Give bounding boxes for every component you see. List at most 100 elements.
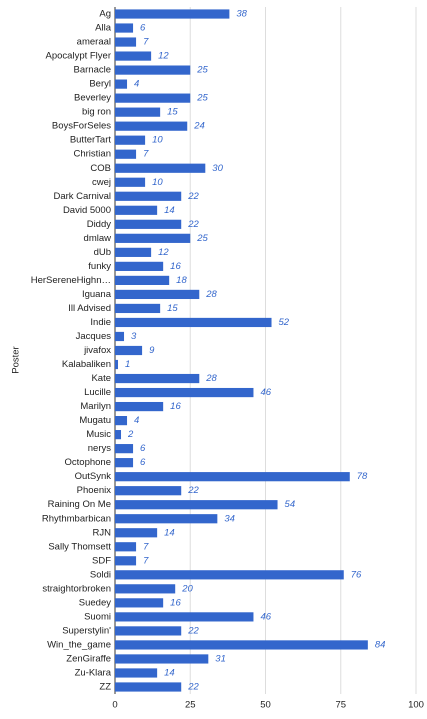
y-tick-label: David 5000 <box>63 205 111 216</box>
bar <box>115 135 146 145</box>
bar <box>115 205 158 215</box>
y-tick-label: Raining On Me <box>48 499 111 510</box>
value-label: 52 <box>279 317 290 328</box>
bar <box>115 233 191 243</box>
bar <box>115 219 182 229</box>
y-tick-label: dmlaw <box>84 233 112 244</box>
y-tick-label: ZZ <box>99 682 111 693</box>
value-label: 10 <box>152 135 163 146</box>
y-tick-label: Lucille <box>84 387 111 398</box>
y-tick-label: OutSynk <box>75 471 112 482</box>
y-tick-label: ameraal <box>77 37 111 48</box>
value-label: 4 <box>134 79 139 90</box>
bar <box>115 275 170 285</box>
bar <box>115 107 161 117</box>
bar <box>115 331 125 342</box>
y-tick-label: Suomi <box>84 611 111 622</box>
y-tick-label: Indie <box>90 317 111 328</box>
y-tick-label: Ag <box>99 9 111 20</box>
x-tick-label: 75 <box>335 700 346 711</box>
y-tick-label: Iguana <box>82 289 112 300</box>
value-label: 46 <box>260 611 271 622</box>
bar <box>115 191 182 201</box>
value-label: 7 <box>143 541 149 552</box>
value-label: 46 <box>260 387 271 398</box>
y-tick-label: COB <box>90 163 111 174</box>
bar <box>115 654 209 664</box>
x-tick-label: 100 <box>408 700 424 711</box>
bar <box>115 486 182 496</box>
bar <box>115 373 200 384</box>
value-label: 16 <box>170 261 181 272</box>
value-label: 14 <box>164 205 175 216</box>
bar <box>115 65 191 75</box>
value-label: 7 <box>143 149 149 160</box>
value-label: 38 <box>236 9 247 20</box>
bar <box>115 500 278 510</box>
y-tick-label: Sally Thomsett <box>48 541 111 552</box>
bar <box>115 444 134 454</box>
bar <box>115 359 119 370</box>
value-label: 12 <box>158 247 169 258</box>
bar <box>115 37 137 47</box>
y-tick-label: Beryl <box>89 79 111 90</box>
value-label: 78 <box>357 471 368 482</box>
bar <box>115 556 137 566</box>
y-tick-label: Soldi <box>90 569 111 580</box>
value-label: 54 <box>285 499 296 510</box>
bar <box>115 317 272 328</box>
value-label: 6 <box>140 23 146 34</box>
bar <box>115 177 146 187</box>
bar <box>115 9 230 19</box>
bar <box>115 79 128 89</box>
y-tick-label: Win_the_game <box>47 639 111 650</box>
y-tick-label: Diddy <box>87 219 112 230</box>
y-tick-label: Apocalypt Flyer <box>46 51 111 62</box>
bar <box>115 303 161 314</box>
bar <box>115 528 158 538</box>
value-label: 2 <box>127 429 134 440</box>
value-label: 25 <box>196 65 208 76</box>
value-label: 10 <box>152 177 163 188</box>
y-tick-label: ButterTart <box>70 135 112 146</box>
value-label: 28 <box>205 373 217 384</box>
y-tick-label: Jacques <box>76 331 112 342</box>
y-tick-label: Beverley <box>74 93 111 104</box>
y-tick-label: Kalabaliken <box>62 359 111 370</box>
bar <box>115 261 164 271</box>
value-label: 20 <box>181 583 193 594</box>
y-tick-label: BoysForSeles <box>52 121 111 132</box>
y-tick-label: Kate <box>91 373 111 384</box>
bar <box>115 289 200 300</box>
value-label: 6 <box>140 443 146 454</box>
y-tick-label: Marilyn <box>80 401 111 412</box>
bar <box>115 163 206 173</box>
y-tick-label: RJN <box>93 527 112 538</box>
bar <box>115 121 188 131</box>
value-label: 15 <box>167 303 178 314</box>
y-tick-label: Music <box>86 429 111 440</box>
value-label: 16 <box>170 401 181 412</box>
bar <box>115 640 368 650</box>
y-tick-label: Phoenix <box>77 485 112 496</box>
value-label: 15 <box>167 107 178 118</box>
value-label: 9 <box>149 345 155 356</box>
value-label: 14 <box>164 527 175 538</box>
bar <box>115 584 176 594</box>
value-label: 22 <box>187 219 199 230</box>
bar <box>115 598 164 608</box>
y-tick-label: Suedey <box>79 597 111 608</box>
value-label: 31 <box>215 653 226 664</box>
bar <box>115 387 254 398</box>
value-label: 6 <box>140 457 146 468</box>
value-label: 22 <box>187 485 199 496</box>
y-tick-label: nerys <box>88 443 111 454</box>
bar <box>115 612 254 622</box>
y-tick-label: Dark Carnival <box>53 191 111 202</box>
value-label: 7 <box>143 37 149 48</box>
bar <box>115 401 164 412</box>
y-tick-label: Zu-Klara <box>75 667 112 678</box>
value-label: 76 <box>351 569 362 580</box>
x-tick-label: 0 <box>112 700 117 711</box>
